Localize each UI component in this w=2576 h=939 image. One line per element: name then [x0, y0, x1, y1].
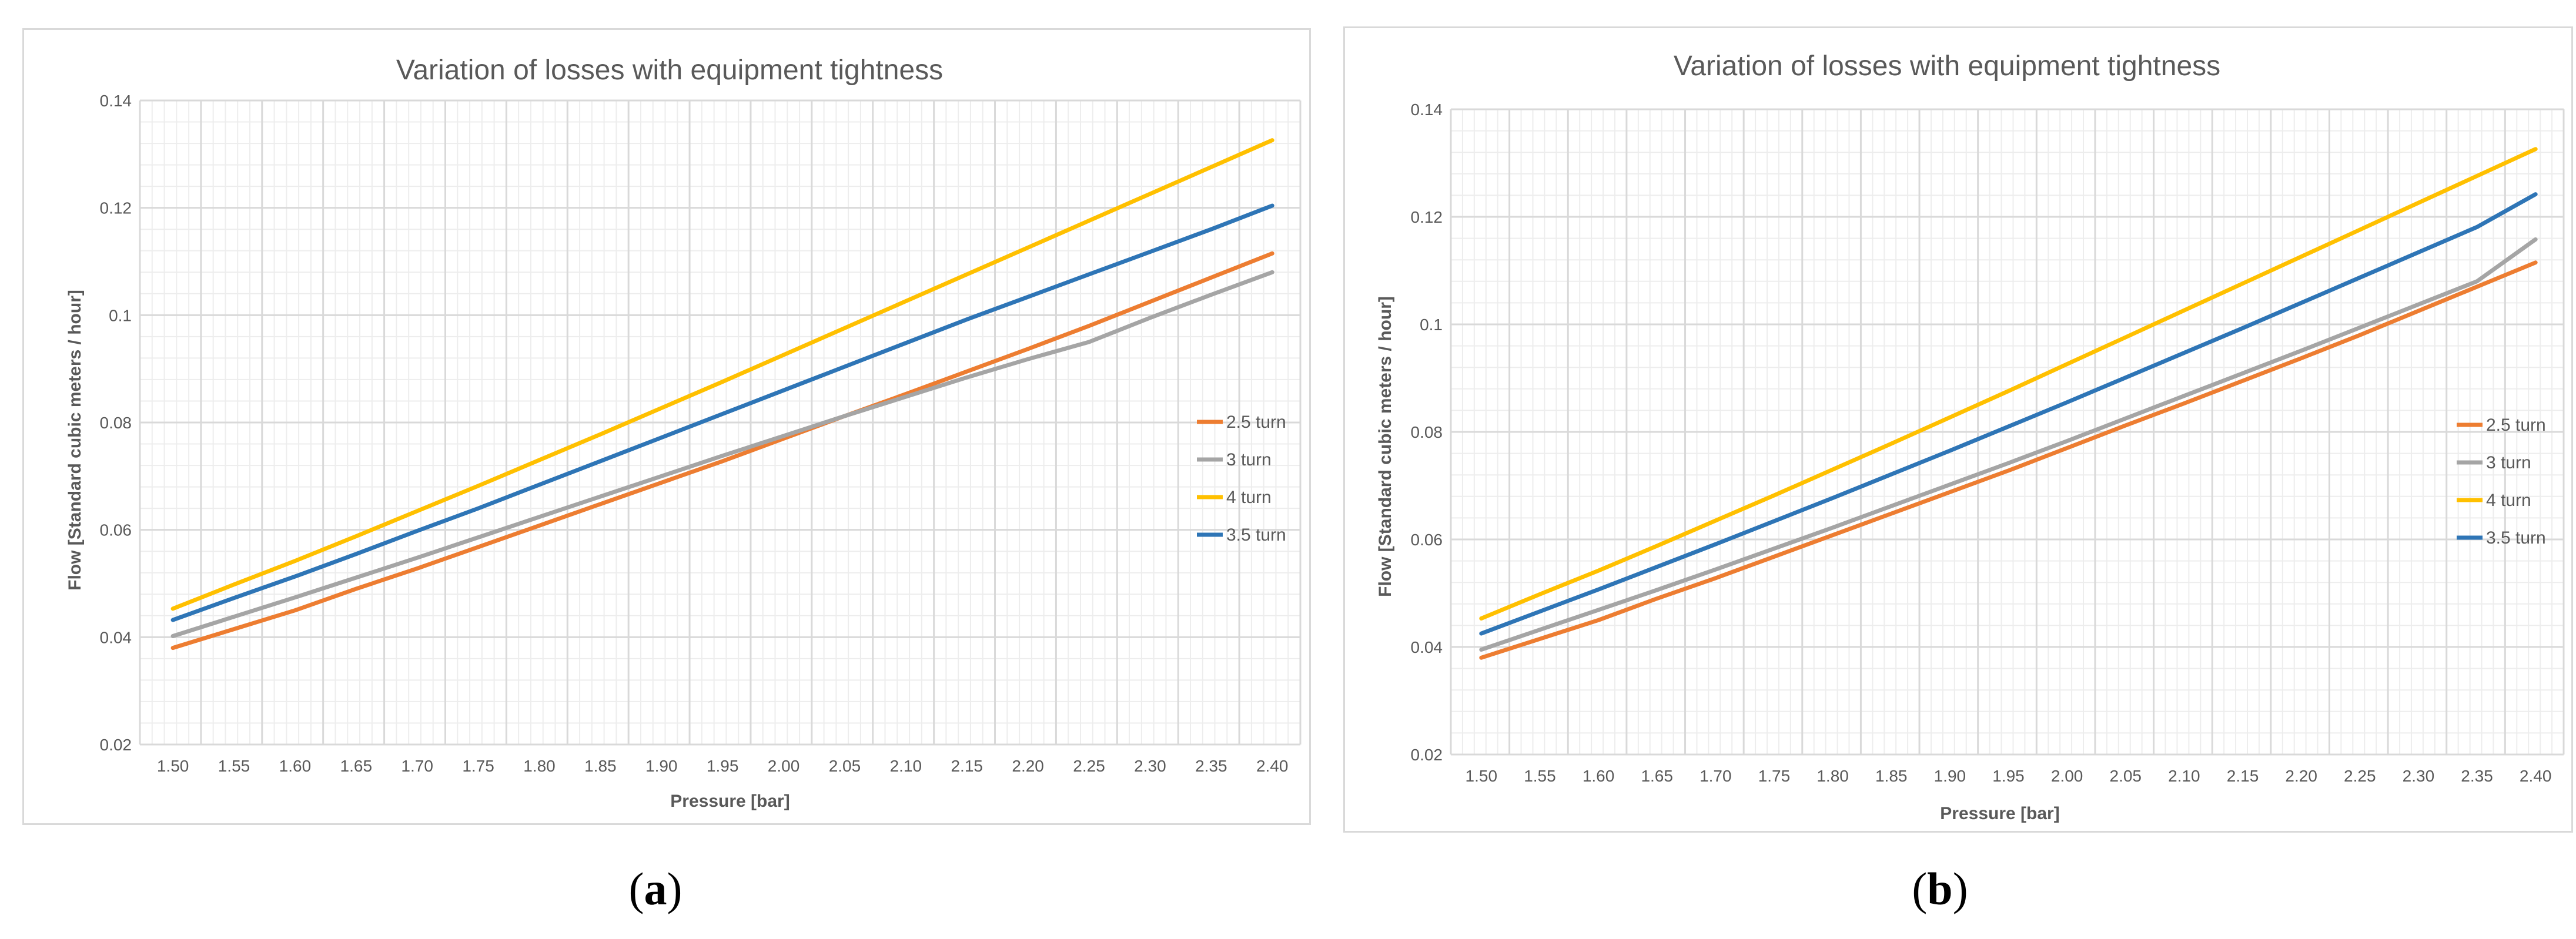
y-tick-label: 0.14	[1411, 100, 1443, 119]
x-tick-label: 2.25	[2344, 767, 2376, 785]
x-tick-label: 2.05	[2110, 767, 2142, 785]
x-tick-label: 2.20	[1012, 757, 1044, 775]
y-tick-label: 0.12	[100, 199, 132, 217]
x-tick-label: 2.05	[829, 757, 861, 775]
legend-label: 2.5 turn	[1226, 413, 1286, 432]
x-tick-label: 1.65	[1641, 767, 1673, 785]
x-tick-label: 2.15	[2227, 767, 2259, 785]
y-tick-labels: 0.02 0.04 0.06 0.08 0.1 0.12 0.14	[1411, 100, 1443, 764]
x-tick-label: 1.75	[462, 757, 494, 775]
caption-b: (b)	[1852, 863, 2028, 915]
legend: 2.5 turn 3 turn 4 turn 3.5 turn	[1197, 413, 1286, 545]
x-tick-label: 1.90	[1934, 767, 1966, 785]
series-lines	[170, 138, 1274, 650]
legend-label: 3 turn	[2486, 453, 2531, 472]
caption-close-paren: )	[1952, 863, 1968, 914]
y-tick-label: 0.1	[1420, 316, 1443, 334]
y-axis-title: Flow [Standard cubic meters / hour]	[65, 290, 85, 591]
x-tick-label: 1.70	[401, 757, 433, 775]
series-lines	[1479, 147, 2538, 660]
legend-label: 3 turn	[1226, 450, 1272, 470]
chart-panel-b: Variation of losses with equipment tight…	[1343, 26, 2573, 833]
y-tick-label: 0.1	[109, 306, 132, 324]
caption-a: (a)	[567, 863, 744, 915]
y-tick-label: 0.04	[1411, 638, 1443, 656]
x-tick-label: 1.50	[157, 757, 189, 775]
x-tick-label: 2.00	[768, 757, 800, 775]
x-tick-label: 2.35	[1195, 757, 1227, 775]
legend-label: 4 turn	[1226, 488, 1272, 507]
series-line-2-5-turn	[170, 251, 1274, 650]
x-tick-label: 2.00	[2051, 767, 2083, 785]
chart-title: Variation of losses with equipment tight…	[1674, 51, 2220, 82]
y-tick-label: 0.08	[1411, 423, 1443, 441]
x-tick-label: 1.55	[1524, 767, 1556, 785]
x-tick-label: 1.60	[279, 757, 312, 775]
chart-b: Variation of losses with equipment tight…	[1376, 51, 2565, 823]
x-tick-label: 1.65	[340, 757, 373, 775]
series-line-4-turn	[1479, 147, 2538, 621]
caption-open-paren: (	[628, 863, 644, 914]
y-tick-label: 0.12	[1411, 208, 1443, 226]
x-tick-label: 2.35	[2461, 767, 2493, 785]
x-tick-label: 1.55	[218, 757, 250, 775]
x-tick-label: 2.10	[890, 757, 922, 775]
grid	[139, 99, 1302, 746]
legend: 2.5 turn 3 turn 4 turn 3.5 turn	[2457, 415, 2546, 548]
x-tick-label: 1.75	[1758, 767, 1791, 785]
y-axis-title: Flow [Standard cubic meters / hour]	[1376, 296, 1395, 597]
x-tick-label: 2.30	[2403, 767, 2435, 785]
legend-label: 2.5 turn	[2486, 415, 2546, 435]
x-tick-label: 1.80	[523, 757, 556, 775]
y-tick-label: 0.06	[1411, 531, 1443, 549]
caption-letter: b	[1927, 863, 1953, 914]
x-tick-labels: 1.50 1.55 1.60 1.65 1.70 1.75 1.80 1.85 1.90 1.95…	[1466, 767, 2552, 785]
series-line-3-turn	[170, 270, 1274, 638]
series-line-2-5-turn	[1479, 260, 2538, 660]
y-tick-label: 0.02	[100, 736, 132, 754]
x-tick-label: 2.40	[1256, 757, 1289, 775]
series-line-3-5-turn	[1479, 192, 2538, 636]
x-axis-title: Pressure [bar]	[1940, 804, 2059, 823]
series-line-3-5-turn	[170, 203, 1274, 622]
caption-open-paren: (	[1912, 863, 1928, 914]
legend-label: 4 turn	[2486, 491, 2531, 510]
y-tick-labels: 0.02 0.04 0.06 0.08 0.1 0.12 0.14	[100, 92, 132, 754]
x-axis-title: Pressure [bar]	[670, 792, 789, 811]
y-tick-label: 0.04	[100, 628, 132, 646]
y-tick-label: 0.08	[100, 414, 132, 432]
series-line-3-turn	[1479, 237, 2538, 652]
series-line-4-turn	[170, 138, 1274, 611]
x-tick-label: 2.10	[2168, 767, 2200, 785]
grid	[1450, 108, 2565, 756]
x-tick-label: 2.20	[2285, 767, 2317, 785]
x-tick-label: 1.90	[645, 757, 678, 775]
x-tick-label: 2.25	[1073, 757, 1105, 775]
x-tick-labels: 1.50 1.55 1.60 1.65 1.70 1.75 1.80 1.85 1.90 1.95…	[157, 757, 1289, 775]
legend-label: 3.5 turn	[2486, 528, 2546, 548]
x-tick-label: 1.50	[1466, 767, 1498, 785]
x-tick-label: 1.95	[1992, 767, 2025, 785]
caption-letter: a	[644, 863, 667, 914]
y-tick-label: 0.02	[1411, 746, 1443, 764]
x-tick-label: 1.95	[707, 757, 739, 775]
y-tick-label: 0.06	[100, 521, 132, 539]
x-tick-label: 1.60	[1583, 767, 1615, 785]
x-tick-label: 2.40	[2520, 767, 2552, 785]
chart-panel-a: Variation of losses with equipment tight…	[22, 28, 1311, 825]
chart-a: Variation of losses with equipment tight…	[65, 55, 1302, 811]
x-tick-label: 1.80	[1816, 767, 1849, 785]
x-tick-label: 1.85	[584, 757, 617, 775]
x-tick-label: 1.70	[1700, 767, 1732, 785]
chart-title: Variation of losses with equipment tight…	[396, 55, 943, 86]
x-tick-label: 2.15	[951, 757, 983, 775]
caption-close-paren: )	[667, 863, 683, 914]
legend-label: 3.5 turn	[1226, 525, 1286, 545]
x-tick-label: 2.30	[1134, 757, 1166, 775]
x-tick-label: 1.85	[1875, 767, 1908, 785]
y-tick-label: 0.14	[100, 92, 132, 110]
